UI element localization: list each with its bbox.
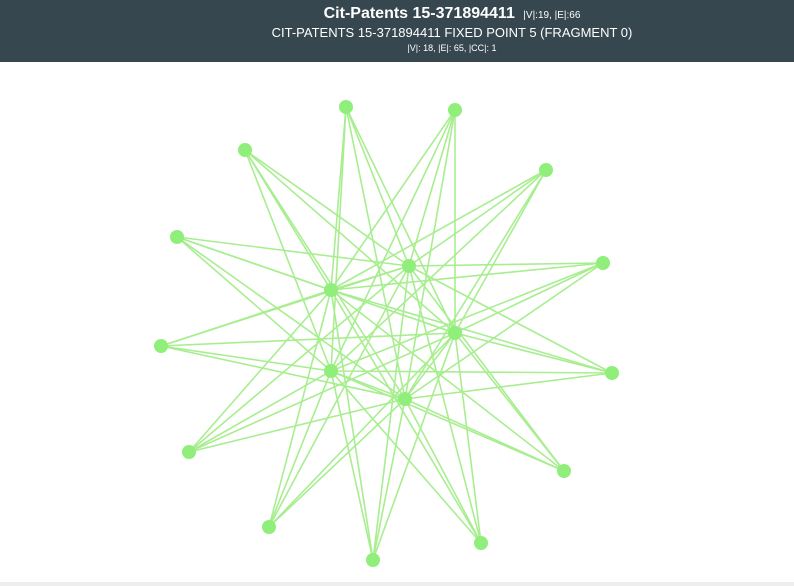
graph-subtitle: CIT-PATENTS 15-371894411 FIXED POINT 5 (… <box>0 25 794 40</box>
footer-divider <box>0 582 794 586</box>
graph-node[interactable] <box>448 326 462 340</box>
graph-edge <box>331 371 612 373</box>
graph-node[interactable] <box>154 339 168 353</box>
graph-edge <box>177 237 331 371</box>
title-stats: |V|:19, |E|:66 <box>523 10 580 21</box>
graph-edge <box>331 107 346 371</box>
graph-node[interactable] <box>324 364 338 378</box>
graph-edge <box>269 371 331 527</box>
graph-node[interactable] <box>605 366 619 380</box>
graph-edge <box>189 371 331 452</box>
graph-edge <box>405 333 455 399</box>
graph-node[interactable] <box>366 553 380 567</box>
header-bar: Cit-Patents 15-371894411 |V|:19, |E|:66 … <box>0 0 794 62</box>
graph-edge <box>331 263 603 371</box>
graph-node[interactable] <box>182 445 196 459</box>
graph-node[interactable] <box>448 103 462 117</box>
graph-node[interactable] <box>474 536 488 550</box>
graph-node[interactable] <box>262 520 276 534</box>
graph-edge <box>455 263 603 333</box>
title-line: Cit-Patents 15-371894411 |V|:19, |E|:66 <box>0 5 794 23</box>
graph-edge <box>409 170 546 266</box>
graph-node[interactable] <box>339 100 353 114</box>
graph-node[interactable] <box>402 259 416 273</box>
graph-edge <box>455 170 546 333</box>
graph-node[interactable] <box>324 283 338 297</box>
graph-edge <box>455 333 481 543</box>
graph-stats: |V|: 18, |E|: 65, |CC|: 1 <box>0 43 794 53</box>
graph-node[interactable] <box>557 464 571 478</box>
graph-canvas[interactable] <box>0 62 794 582</box>
graph-node[interactable] <box>238 143 252 157</box>
graph-node[interactable] <box>170 230 184 244</box>
page-title: Cit-Patents 15-371894411 <box>324 5 515 22</box>
graph-edge <box>455 333 612 373</box>
graph-node[interactable] <box>398 392 412 406</box>
graph-edge <box>346 107 409 266</box>
graph-node[interactable] <box>596 256 610 270</box>
graph-edge <box>269 333 455 527</box>
graph-edge <box>331 110 455 290</box>
graph-edge <box>405 399 481 543</box>
graph-node[interactable] <box>539 163 553 177</box>
